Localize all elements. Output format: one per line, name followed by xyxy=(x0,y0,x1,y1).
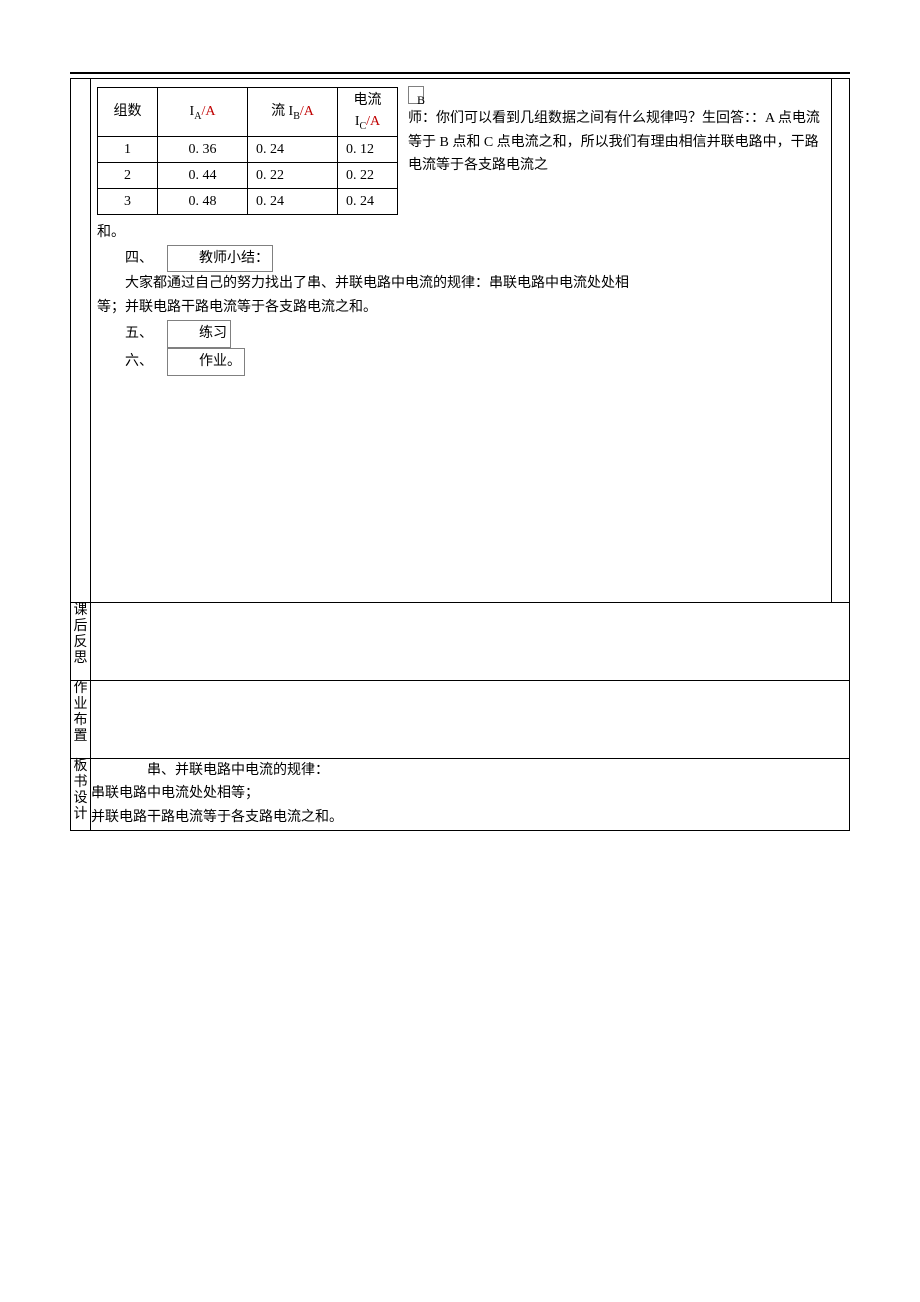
col-ib: 流 IB/A xyxy=(248,88,338,137)
section-6-num: 六、 xyxy=(125,354,153,369)
section-4-body2: 等；并联电路干路电流等于各支路电流之和。 xyxy=(97,296,825,320)
reflection-label: 课后反思 xyxy=(71,602,91,680)
cell: 3 xyxy=(98,188,158,214)
col-ia-unit: /A xyxy=(201,104,215,119)
cell: 0. 24 xyxy=(338,188,398,214)
inline-box-letter: B xyxy=(417,90,425,110)
top-rule xyxy=(70,72,850,74)
section-6-box: 作业。 xyxy=(167,348,245,376)
col-ic-unit: /A xyxy=(366,114,380,129)
cell: 0. 22 xyxy=(248,162,338,188)
col-ia: IA/A xyxy=(158,88,248,137)
homework-content xyxy=(91,680,850,758)
homework-row: 作业布置 xyxy=(71,680,850,758)
cell: 0. 44 xyxy=(158,162,248,188)
data-table: 组数 IA/A 流 IB/A 电流 IC/A 1 0. 36 0. 24 xyxy=(97,87,398,215)
board-title: 串、并联电路中电流的规律： xyxy=(91,759,849,783)
col-group-label: 组数 xyxy=(114,104,142,119)
table-row: 1 0. 36 0. 24 0. 12 xyxy=(98,136,398,162)
blank-space xyxy=(97,376,825,596)
section-4-body1: 大家都通过自己的努力找出了串、并联电路中电流的规律：串联电路中电流处处相 xyxy=(97,272,825,296)
narrative-p1: 师：你们可以看到几组数据之间有什么规律吗？生回答：：A 点电流等于 B 点和 C… xyxy=(408,111,820,174)
table-row: 3 0. 48 0. 24 0. 24 xyxy=(98,188,398,214)
narrative-p2-wrap: 和。 xyxy=(97,221,825,245)
left-margin-cell xyxy=(71,79,91,603)
col-ic: 电流 IC/A xyxy=(338,88,398,137)
homework-label: 作业布置 xyxy=(71,680,91,758)
section-5-num: 五、 xyxy=(125,326,153,341)
cell: 0. 36 xyxy=(158,136,248,162)
col-ic-line1: 电流 xyxy=(354,93,382,108)
board-line1: 串联电路中电流处处相等； xyxy=(91,782,849,806)
board-label: 板书设计 xyxy=(71,758,91,830)
board-content: 串、并联电路中电流的规律： 串联电路中电流处处相等； 并联电路干路电流等于各支路… xyxy=(91,758,850,830)
col-group: 组数 xyxy=(98,88,158,137)
cell: 2 xyxy=(98,162,158,188)
narrative-p2: 和。 xyxy=(97,225,125,240)
table-row: 2 0. 44 0. 22 0. 22 xyxy=(98,162,398,188)
section-6: 六、 作业。 xyxy=(97,348,825,376)
cell: 0. 12 xyxy=(338,136,398,162)
table-header-row: 组数 IA/A 流 IB/A 电流 IC/A xyxy=(98,88,398,137)
cell: 1 xyxy=(98,136,158,162)
cell: 0. 22 xyxy=(338,162,398,188)
right-margin-cell xyxy=(832,79,850,603)
section-5: 五、 练习 xyxy=(97,320,825,348)
col-ia-u: A xyxy=(205,104,215,119)
col-ib-sym: 流 I xyxy=(271,104,293,119)
col-ib-u: A xyxy=(304,104,314,119)
section-5-box: 练习 xyxy=(167,320,231,348)
main-content-row: 组数 IA/A 流 IB/A 电流 IC/A 1 0. 36 0. 24 xyxy=(71,79,850,603)
col-ic-u: A xyxy=(370,114,380,129)
cell: 0. 24 xyxy=(248,188,338,214)
section-4-box: 教师小结： xyxy=(167,245,273,273)
section-4-num: 四、 xyxy=(125,251,153,266)
content-cell: 组数 IA/A 流 IB/A 电流 IC/A 1 0. 36 0. 24 xyxy=(91,79,832,603)
cell: 0. 24 xyxy=(248,136,338,162)
board-line2: 并联电路干路电流等于各支路电流之和。 xyxy=(91,806,849,830)
section-4: 四、 教师小结： xyxy=(97,245,825,273)
inline-box-icon: B xyxy=(408,86,424,104)
cell: 0. 48 xyxy=(158,188,248,214)
board-row: 板书设计 串、并联电路中电流的规律： 串联电路中电流处处相等； 并联电路干路电流… xyxy=(71,758,850,830)
reflection-content xyxy=(91,602,850,680)
col-ib-unit: /A xyxy=(300,104,314,119)
col-ib-sub: B xyxy=(293,110,300,121)
outer-table: 组数 IA/A 流 IB/A 电流 IC/A 1 0. 36 0. 24 xyxy=(70,78,850,831)
reflection-row: 课后反思 xyxy=(71,602,850,680)
